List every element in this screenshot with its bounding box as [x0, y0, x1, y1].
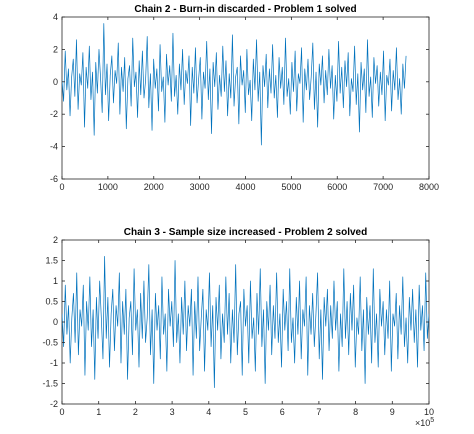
y-tick-label: -1 — [50, 358, 58, 368]
x-tick-label: 9 — [390, 407, 395, 417]
y-tick-label: -6 — [50, 174, 58, 184]
x-tick-label: 1000 — [98, 182, 118, 192]
x-tick-label: 6 — [280, 407, 285, 417]
x-tick-label: 0 — [59, 407, 64, 417]
y-tick-label: 2 — [53, 235, 58, 245]
chart-title: Chain 3 - Sample size increased - Proble… — [124, 227, 367, 238]
y-tick-label: -4 — [50, 142, 58, 152]
chart-title: Chain 2 - Burn-in discarded - Problem 1 … — [134, 4, 356, 15]
y-tick-label: -2 — [50, 399, 58, 409]
series-line-0 — [62, 23, 407, 146]
y-tick-label: -0.5 — [42, 338, 58, 348]
x-tick-label: 5000 — [281, 182, 301, 192]
x-tick-label: 3 — [170, 407, 175, 417]
x-tick-label: 7 — [316, 407, 321, 417]
x-axis-exponent-label: ×105 — [415, 417, 434, 428]
y-tick-label: 4 — [53, 12, 58, 22]
x-tick-label: 3000 — [190, 182, 210, 192]
x-tick-label: 6000 — [327, 182, 347, 192]
x-tick-label: 0 — [59, 182, 64, 192]
x-tick-label: 2 — [133, 407, 138, 417]
x-tick-label: 8 — [353, 407, 358, 417]
x-tick-label: 7000 — [373, 182, 393, 192]
y-tick-label: 2 — [53, 44, 58, 54]
x-tick-label: 8000 — [419, 182, 439, 192]
y-tick-label: -2 — [50, 109, 58, 119]
chart-panel-chain-3: 0 1 2 3 4 5 6 7 8 9 10 -2 -1.5 -1 -0.5 0 0.5 1 1.5 2 ×105 Cha… — [42, 227, 434, 428]
x-tick-label: 4000 — [235, 182, 255, 192]
y-tick-label: 0.5 — [45, 297, 58, 307]
x-tick-label: 2000 — [144, 182, 164, 192]
y-tick-label: -1.5 — [42, 379, 58, 389]
y-tick-label: 0 — [53, 317, 58, 327]
series-line-0 — [62, 256, 429, 388]
y-tick-label: 1 — [53, 276, 58, 286]
chart-panel-chain-2: 0 1000 2000 3000 4000 5000 6000 7000 8000 -6 -4 -2 0… — [50, 4, 439, 192]
y-tick-label: 0 — [53, 77, 58, 87]
x-tick-label: 1 — [96, 407, 101, 417]
y-tick-label: 1.5 — [45, 256, 58, 266]
x-tick-label: 4 — [206, 407, 211, 417]
x-tick-label: 5 — [243, 407, 248, 417]
x-tick-label: 10 — [424, 407, 434, 417]
